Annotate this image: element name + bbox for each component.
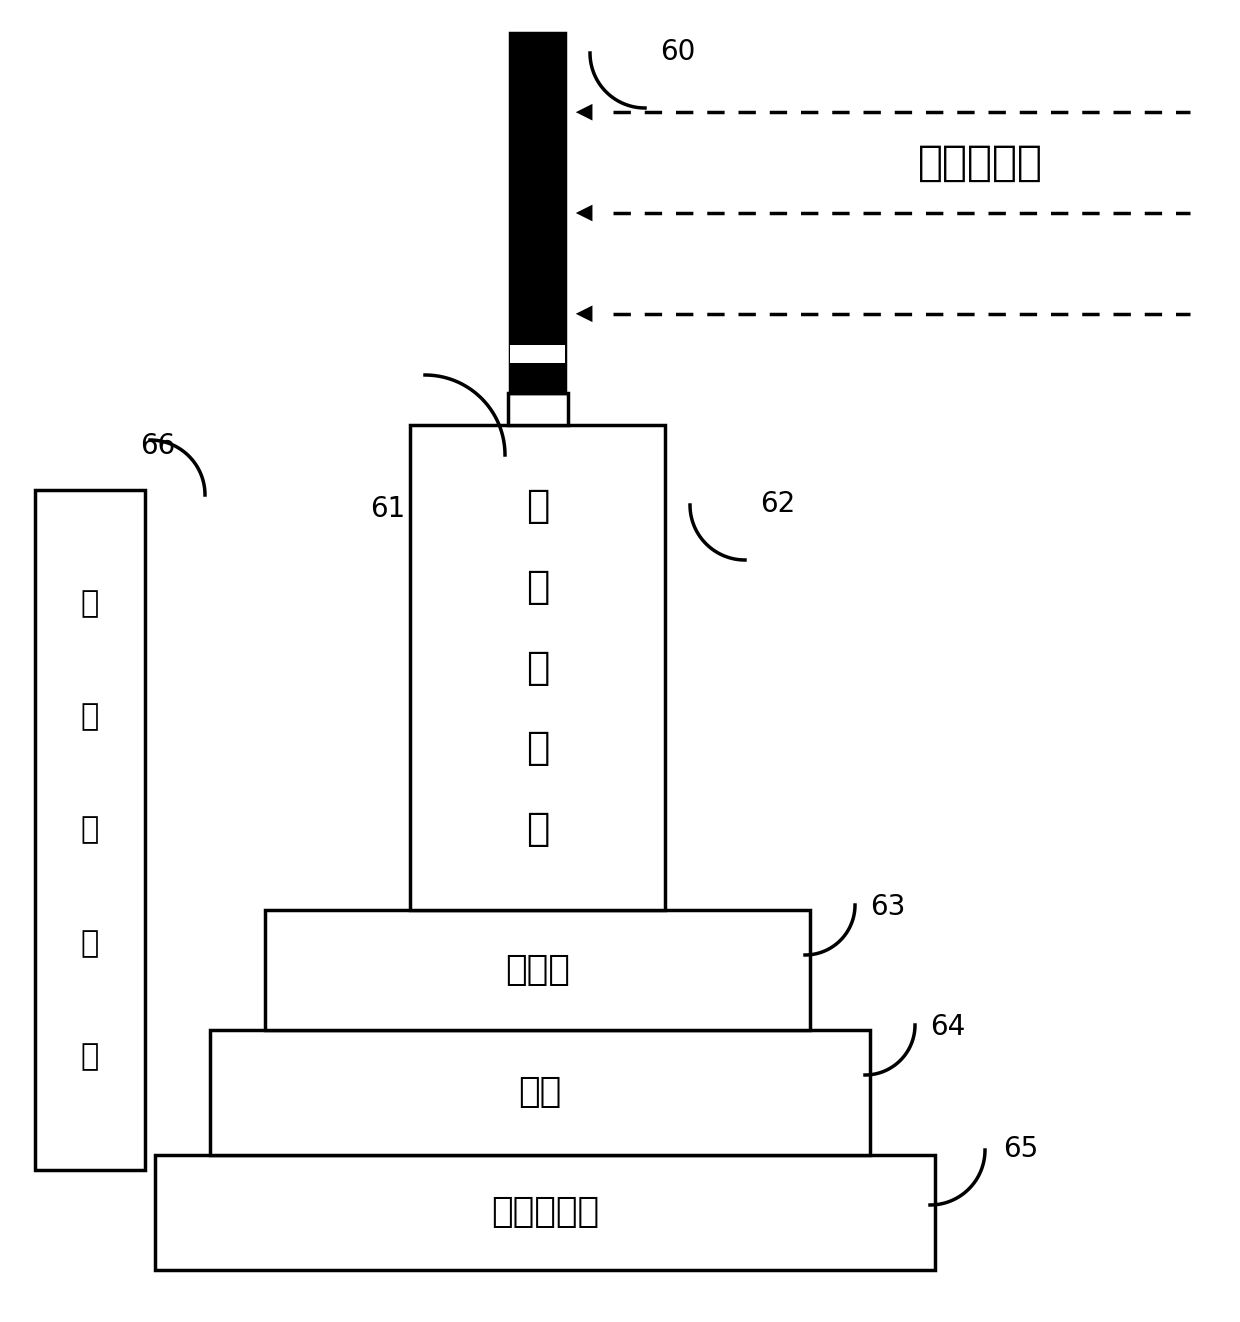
Text: 垂: 垂: [81, 588, 99, 617]
Bar: [210, 1030, 870, 1155]
Bar: [510, 345, 565, 364]
Text: 放: 放: [526, 649, 549, 686]
Text: 台: 台: [81, 1042, 99, 1071]
Text: 直: 直: [81, 702, 99, 731]
Text: 平: 平: [81, 816, 99, 845]
Bar: [507, 393, 568, 424]
Text: 62: 62: [760, 490, 795, 518]
Text: 转台: 转台: [518, 1076, 562, 1109]
Text: 64: 64: [930, 1013, 965, 1040]
Bar: [155, 1155, 935, 1270]
Text: 置: 置: [526, 730, 549, 767]
Bar: [35, 490, 145, 1170]
Bar: [510, 33, 565, 393]
Text: 66: 66: [140, 432, 175, 460]
Text: 俦仰台: 俦仰台: [505, 953, 570, 988]
Text: 品: 品: [526, 567, 549, 605]
Text: 样: 样: [526, 486, 549, 525]
Text: 水平平移台: 水平平移台: [491, 1195, 599, 1229]
Text: 65: 65: [1003, 1136, 1038, 1163]
Text: 60: 60: [660, 38, 696, 66]
Bar: [265, 910, 810, 1030]
Text: 移: 移: [81, 929, 99, 958]
Text: 61: 61: [370, 494, 405, 524]
Text: 63: 63: [870, 892, 905, 921]
Text: 平面波光束: 平面波光束: [918, 141, 1043, 184]
Text: 架: 架: [526, 810, 549, 849]
Bar: [410, 424, 665, 910]
